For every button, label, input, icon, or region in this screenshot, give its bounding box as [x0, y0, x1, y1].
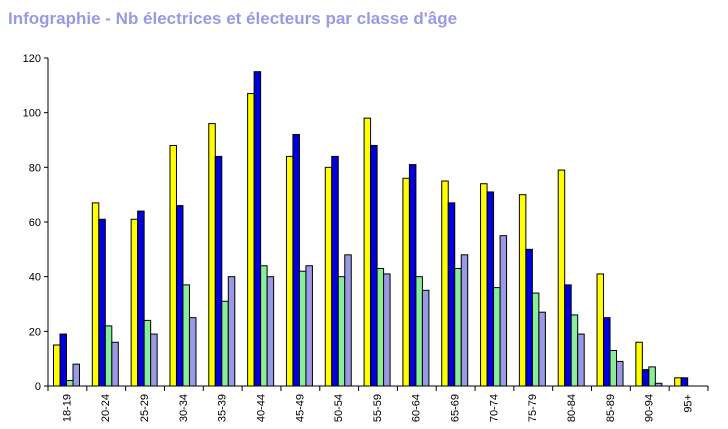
bar-75-79-series-2 [525, 248, 533, 387]
x-tick-label: 75-79 [527, 394, 539, 422]
bar-40-44-series-3 [260, 265, 268, 387]
x-tick-label: 45-49 [294, 394, 306, 422]
bar-70-74-series-3 [493, 287, 501, 387]
bar-20-24-series-2 [98, 218, 106, 387]
bar-70-74-series-1 [480, 183, 488, 387]
bar-55-59-series-3 [376, 267, 385, 387]
bar-30-34-series-4 [188, 317, 197, 387]
bar-25-29-series-3 [143, 319, 152, 387]
bar-55-59-series-4 [383, 273, 391, 387]
bar-70-74-series-4 [499, 235, 508, 387]
bar-40-44-series-4 [266, 276, 275, 387]
y-tick-label: 40 [29, 272, 41, 284]
bar-60-64-series-4 [421, 289, 430, 387]
bar-80-84-series-2 [564, 284, 572, 387]
x-tick-label: 80-84 [566, 394, 578, 422]
bar-95+-series-1 [674, 377, 682, 387]
bar-35-39-series-1 [208, 123, 216, 387]
bar-55-59-series-2 [370, 144, 378, 387]
bar-18-19-series-1 [53, 344, 61, 387]
bar-18-19-series-3 [66, 380, 74, 387]
bar-25-29-series-1 [130, 218, 139, 387]
bar-45-49-series-4 [305, 265, 313, 387]
chart-title: Infographie - Nb électrices et électeurs… [8, 9, 458, 28]
bar-90-94-series-1 [635, 341, 643, 387]
y-tick-label: 60 [29, 217, 41, 229]
bar-65-69-series-1 [441, 180, 449, 387]
bar-18-19-series-4 [72, 363, 80, 387]
x-tick-label: 60-64 [411, 394, 423, 422]
bar-80-84-series-1 [557, 169, 566, 387]
bar-50-54-series-1 [324, 166, 333, 387]
x-tick-label: 20-24 [100, 394, 112, 422]
y-tick-label: 120 [23, 53, 41, 65]
y-axis-ticks: 0 20 40 60 80 100 120 [23, 53, 48, 393]
bar-25-29-series-2 [137, 210, 145, 387]
bar-85-89-series-1 [596, 273, 605, 387]
bar-20-24-series-3 [104, 325, 113, 387]
bar-95+-series-2 [680, 377, 689, 387]
bar-75-79-series-4 [538, 311, 546, 387]
x-tick-label: 55-59 [372, 394, 384, 422]
bar-45-49-series-1 [285, 155, 294, 387]
bar-35-39-series-4 [227, 276, 236, 387]
bar-60-64-series-3 [415, 276, 423, 387]
bar-45-49-series-3 [298, 270, 307, 387]
bar-85-89-series-4 [616, 360, 624, 387]
bars-group [53, 71, 689, 387]
bar-40-44-series-2 [253, 71, 262, 387]
bar-35-39-series-2 [214, 155, 223, 387]
y-tick-label: 100 [23, 108, 41, 120]
bar-65-69-series-3 [454, 267, 462, 387]
bar-40-44-series-1 [247, 93, 255, 387]
bar-50-54-series-2 [331, 155, 339, 387]
bar-75-79-series-3 [531, 292, 540, 387]
bar-75-79-series-1 [518, 194, 527, 387]
bar-85-89-series-2 [603, 317, 611, 387]
bar-70-74-series-2 [486, 191, 495, 387]
x-tick-label: 35-39 [217, 394, 229, 422]
x-tick-label: 50-54 [333, 394, 345, 422]
x-axis-ticks: 18-19 20-24 25-29 30-34 35-39 40-44 45-49 50-54… [47, 386, 709, 422]
bar-90-94-series-3 [648, 366, 656, 387]
bar-20-24-series-4 [111, 341, 119, 387]
bar-60-64-series-1 [402, 177, 410, 387]
bar-65-69-series-2 [447, 202, 456, 387]
x-tick-label: 25-29 [139, 394, 151, 422]
bar-80-84-series-3 [570, 314, 579, 387]
bar-45-49-series-2 [292, 134, 300, 387]
x-tick-label: 65-69 [450, 394, 462, 422]
bar-18-19-series-2 [59, 333, 67, 387]
bar-50-54-series-4 [344, 254, 352, 387]
x-tick-label: 90-94 [644, 394, 656, 422]
bar-30-34-series-3 [182, 284, 190, 387]
x-tick-label: 30-34 [178, 394, 190, 422]
bar-20-24-series-1 [91, 202, 100, 387]
bar-85-89-series-3 [609, 349, 618, 387]
bar-25-29-series-4 [150, 333, 158, 387]
y-tick-label: 20 [29, 326, 41, 338]
bar-90-94-series-2 [641, 369, 650, 387]
bar-30-34-series-1 [169, 144, 177, 387]
bar-55-59-series-1 [363, 117, 372, 387]
x-tick-label: 40-44 [255, 394, 267, 422]
y-tick-label: 80 [29, 162, 41, 174]
bar-30-34-series-2 [175, 205, 184, 387]
x-tick-label: 18-19 [61, 394, 73, 422]
bar-65-69-series-4 [460, 254, 469, 387]
y-tick-label: 0 [35, 381, 41, 393]
bar-60-64-series-2 [408, 164, 417, 387]
bar-35-39-series-3 [221, 300, 229, 387]
bar-50-54-series-3 [337, 276, 346, 387]
x-tick-label: 95+ [682, 394, 694, 413]
x-tick-label: 85-89 [605, 394, 617, 422]
bar-80-84-series-4 [577, 333, 585, 387]
x-tick-label: 70-74 [488, 394, 500, 422]
